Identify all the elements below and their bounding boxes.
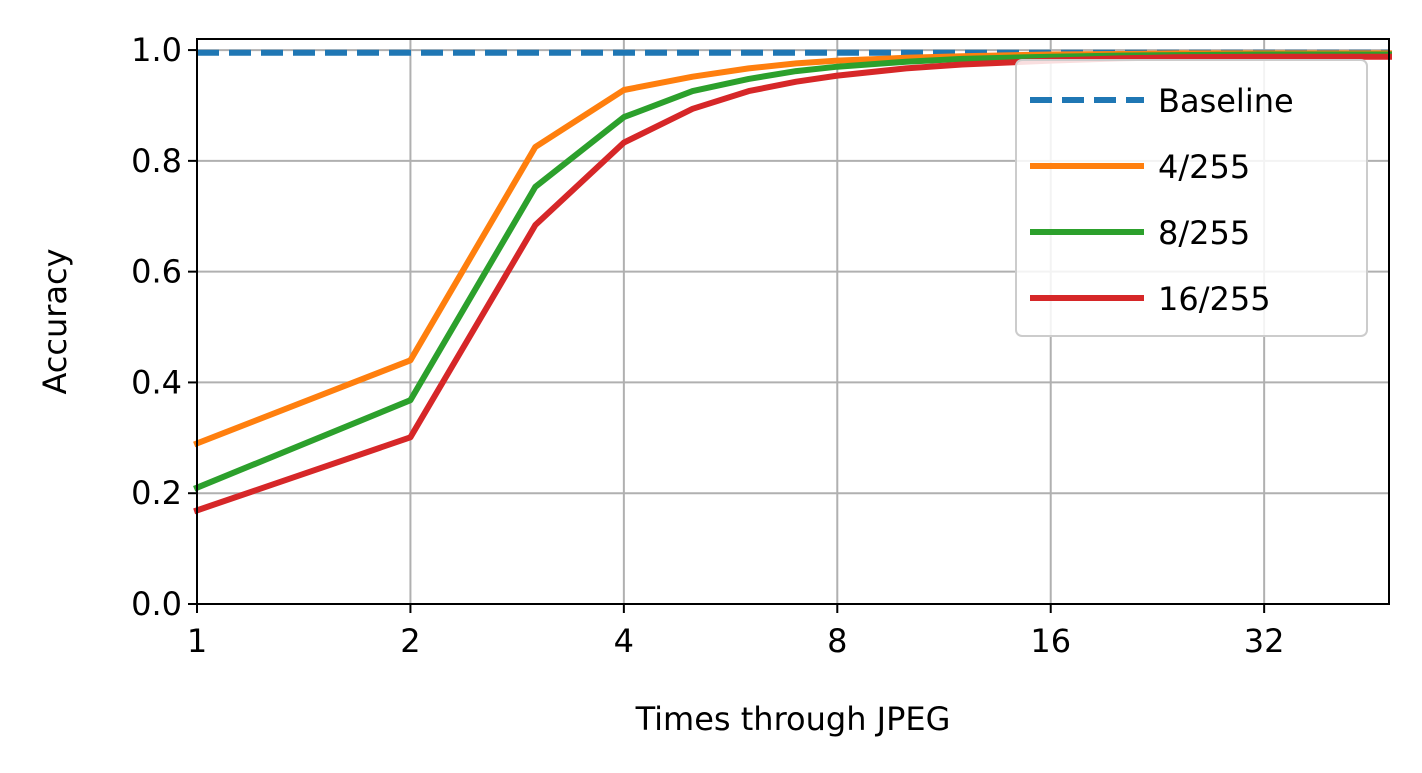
legend-label-1: 4/255 — [1158, 148, 1250, 186]
legend: Baseline 4/255 8/255 16/255 — [1015, 59, 1368, 337]
plot-frame — [196, 38, 1390, 605]
x-tick-label: 4 — [614, 622, 634, 660]
y-tick-label: 0.0 — [131, 585, 182, 623]
x-tick-label: 8 — [827, 622, 847, 660]
legend-label-0: Baseline — [1158, 82, 1294, 120]
y-tick-label: 0.2 — [131, 474, 182, 512]
y-axis-label: Accuracy — [36, 248, 74, 394]
y-tick-label: 1.0 — [131, 31, 182, 69]
series-lines — [193, 49, 1392, 515]
x-tick-label: 2 — [400, 622, 420, 660]
series-line-3 — [193, 53, 1392, 515]
x-tick-label: 1 — [187, 622, 207, 660]
y-tick-label: 0.6 — [131, 253, 182, 291]
y-tick-label: 0.8 — [131, 142, 182, 180]
y-tick-label: 0.4 — [131, 363, 182, 401]
x-axis-label: Times through JPEG — [635, 700, 951, 738]
x-tick-label: 32 — [1244, 622, 1285, 660]
axis-ticks: 1 2 4 8 16 32 0.0 0.2 0.4 0.6 0.8 1.0 — [131, 31, 1284, 660]
legend-label-3: 16/255 — [1158, 280, 1271, 318]
legend-box — [1015, 59, 1368, 337]
x-tick-label: 16 — [1030, 622, 1071, 660]
legend-label-2: 8/255 — [1158, 214, 1250, 252]
